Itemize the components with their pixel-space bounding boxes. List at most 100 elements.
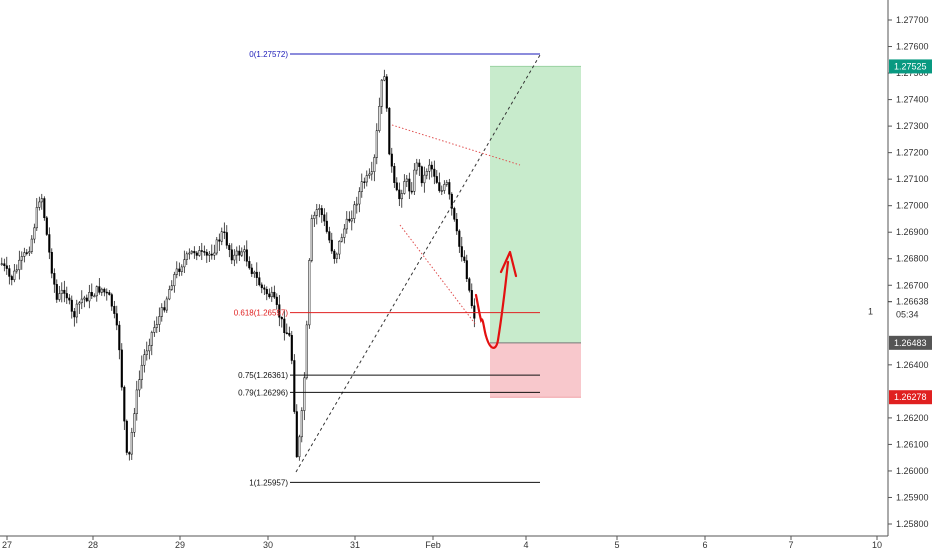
candle-body: [255, 271, 258, 278]
candle-body: [280, 317, 283, 320]
y-tick-label: 1.26800: [896, 254, 929, 264]
candle-body: [208, 253, 211, 256]
candle-body: [98, 286, 101, 293]
candle-body: [243, 249, 246, 253]
candle-body: [8, 268, 11, 277]
candle-body: [73, 311, 76, 318]
y-tick-label: 1.27100: [896, 174, 929, 184]
candle-body: [120, 349, 123, 388]
candle-body: [328, 231, 331, 241]
candle-body: [240, 251, 243, 256]
candle-body: [50, 251, 53, 274]
candle-body: [288, 332, 291, 336]
countdown-label: 05:34: [896, 310, 919, 320]
candle-body: [460, 246, 463, 258]
candle-body: [58, 293, 61, 300]
candle-body: [398, 189, 401, 200]
candle-body: [275, 296, 278, 305]
candle-body: [23, 252, 26, 257]
price-badge: [889, 390, 932, 405]
candle-body: [158, 316, 161, 325]
candle-body: [170, 285, 173, 290]
candle-body: [215, 239, 218, 254]
candle-body: [213, 252, 216, 256]
candle-body: [370, 171, 373, 175]
y-tick-label: 1.26200: [896, 413, 929, 423]
candle-body: [85, 297, 88, 302]
candle-body: [133, 413, 136, 433]
candle-body: [218, 239, 221, 242]
candle-body: [320, 208, 323, 216]
candle-body: [290, 335, 293, 361]
candle-body: [30, 238, 33, 252]
candle-body: [440, 190, 443, 192]
candle-body: [450, 193, 453, 209]
candle-body: [115, 313, 118, 326]
x-tick-label: 4: [523, 540, 528, 550]
y-tick-label: 1.25800: [896, 519, 929, 529]
y-tick-label: 1.27300: [896, 121, 929, 131]
candle-body: [435, 176, 438, 183]
candle-body: [95, 286, 98, 297]
candle-body: [60, 289, 63, 294]
candle-body: [228, 245, 231, 251]
y-tick-label: 1.27400: [896, 95, 929, 105]
candle-body: [345, 218, 348, 230]
resistance-line-dotted: [391, 124, 521, 166]
x-tick-label: 27: [2, 540, 12, 550]
candle-body: [235, 250, 238, 256]
x-tick-label: 5: [614, 540, 619, 550]
candle-body: [333, 250, 336, 259]
candle-body: [250, 267, 253, 274]
candle-body: [88, 292, 91, 302]
candle-body: [195, 252, 198, 256]
candle-body: [160, 307, 163, 317]
x-tick-label: 29: [175, 540, 185, 550]
candle-body: [13, 270, 16, 281]
candle-body: [233, 254, 236, 261]
candle-body: [198, 250, 201, 256]
candle-body: [83, 297, 86, 300]
candle-body: [438, 182, 441, 191]
position-zones: [490, 65, 581, 398]
candle-body: [15, 269, 18, 272]
candle-body: [108, 292, 111, 295]
candle-body: [135, 389, 138, 414]
candle-body: [245, 249, 248, 262]
candle-body: [323, 214, 326, 222]
candle-body: [100, 288, 103, 293]
candle-body: [425, 171, 428, 176]
candle-body: [210, 253, 213, 256]
candle-body: [193, 251, 196, 254]
y-tick-label: 1.27600: [896, 42, 929, 52]
candle-body: [238, 250, 241, 256]
candle-body: [138, 379, 141, 391]
fib-level-label: 0.618(1.26597): [234, 309, 289, 318]
candle-body: [463, 256, 466, 261]
candle-body: [278, 304, 281, 318]
y-tick-label: 1.26700: [896, 280, 929, 290]
x-tick-label: 7: [788, 540, 793, 550]
candle-body: [378, 106, 381, 131]
candle-body: [25, 252, 28, 254]
candle-body: [40, 198, 43, 203]
candle-body: [45, 217, 48, 235]
candle-body: [110, 294, 113, 307]
candle-body: [145, 350, 148, 355]
candle-body: [330, 239, 333, 252]
y-tick-label: 1.27000: [896, 201, 929, 211]
candle-body: [178, 268, 181, 272]
price-badge: [889, 335, 932, 350]
candle-body: [455, 219, 458, 232]
candle-body: [383, 76, 386, 81]
candle-body: [338, 240, 341, 255]
candle-body: [458, 230, 461, 247]
candle-body: [318, 208, 321, 210]
candle-body: [223, 231, 226, 234]
candle-body: [180, 266, 183, 272]
current-price-label: 1.26638: [896, 297, 929, 307]
candle-body: [295, 411, 298, 458]
candle-body: [123, 386, 126, 422]
